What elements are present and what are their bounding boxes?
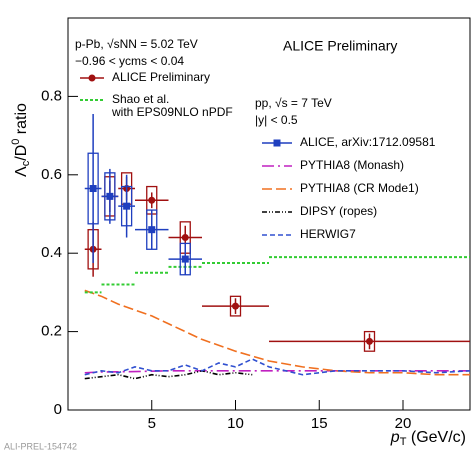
plot-frame bbox=[67, 17, 471, 411]
model-line bbox=[84, 289, 470, 376]
x-axis-label: pT (GeV/c) bbox=[390, 429, 466, 448]
point bbox=[232, 302, 239, 310]
y-label-part: c bbox=[20, 160, 32, 166]
y-label-part: ratio bbox=[13, 103, 30, 139]
legend-label: with EPS09NLO nPDF bbox=[111, 105, 233, 119]
annotation: p-Pb, √sNN = 5.02 TeV bbox=[75, 37, 198, 51]
y-axis-label: Λc/D0 ratio bbox=[10, 103, 32, 177]
x-tick-label: 5 bbox=[148, 415, 156, 432]
point bbox=[89, 185, 97, 193]
point bbox=[123, 202, 131, 210]
y-label-part: Λ bbox=[13, 166, 30, 177]
model-line bbox=[84, 358, 471, 376]
annotation: |y| < 0.5 bbox=[255, 113, 298, 127]
legend-label: HERWIG7 bbox=[300, 227, 356, 241]
y-label-part: /D bbox=[13, 145, 30, 161]
point bbox=[181, 234, 189, 242]
legend-label: DIPSY (ropes) bbox=[300, 204, 377, 218]
x-tick-label: 10 bbox=[227, 415, 244, 432]
y-label-part: 0 bbox=[10, 139, 22, 145]
y-tick-label: 0.4 bbox=[41, 244, 62, 261]
point bbox=[148, 196, 156, 204]
legend-label: Shao et al. bbox=[112, 92, 169, 106]
x-label-part: (GeV/c) bbox=[406, 429, 466, 446]
y-tick-label: 0.8 bbox=[41, 87, 62, 104]
x-label-part: T bbox=[400, 436, 407, 448]
y-tick-label: 0.2 bbox=[41, 323, 62, 340]
legend-swatch bbox=[273, 139, 281, 147]
model-line bbox=[84, 370, 470, 374]
annotation: ALICE Preliminary bbox=[283, 38, 397, 54]
legend-label: PYTHIA8 (CR Mode1) bbox=[300, 181, 419, 195]
legend-swatch bbox=[88, 74, 96, 82]
watermark: ALI-PREL-154742 bbox=[4, 441, 77, 451]
legend-label: ALICE, arXiv:1712.09581 bbox=[300, 135, 436, 149]
point bbox=[366, 337, 373, 345]
y-tick-label: 0 bbox=[54, 401, 62, 418]
model-line bbox=[84, 369, 253, 380]
x-label-part: p bbox=[390, 429, 400, 446]
point bbox=[106, 192, 114, 200]
annotation: −0.96 < ycms < 0.04 bbox=[75, 54, 184, 68]
annotation: pp, √s = 7 TeV bbox=[255, 96, 332, 110]
point bbox=[181, 255, 189, 263]
legend-label: PYTHIA8 (Monash) bbox=[300, 158, 404, 172]
x-tick-label: 20 bbox=[395, 415, 412, 432]
x-tick-label: 15 bbox=[311, 415, 328, 432]
legend-label: ALICE Preliminary bbox=[112, 70, 210, 84]
y-tick-label: 0.6 bbox=[41, 166, 62, 183]
point bbox=[148, 226, 156, 234]
